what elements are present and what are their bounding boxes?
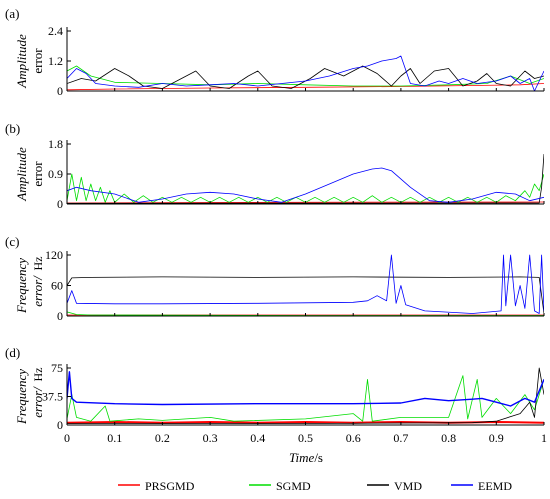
y-tick-label: 2.4 bbox=[48, 24, 63, 38]
x-tick-label: 0 bbox=[64, 431, 70, 445]
y-tick-label: 120 bbox=[45, 248, 63, 262]
x-tick-label: 0.4 bbox=[250, 431, 265, 445]
panel-tag: (c) bbox=[5, 234, 19, 249]
y-axis-label: Amplitude error bbox=[14, 147, 45, 202]
y-label-sub: error/ bbox=[30, 275, 45, 307]
y-label-unit: Hz bbox=[31, 257, 45, 271]
series-vmd-line bbox=[67, 65, 544, 89]
series-sgmd-line bbox=[67, 173, 544, 203]
series-eemd-line bbox=[67, 55, 544, 92]
y-tick-label: 37.5 bbox=[42, 390, 63, 404]
series-sgmd-line bbox=[67, 375, 544, 422]
legend-item-prsgmd: PRSGMD bbox=[118, 479, 195, 493]
y-axis-label: Frequency error/Hz bbox=[14, 368, 45, 426]
legend-label: SGMD bbox=[276, 479, 311, 493]
y-tick-label: 0.9 bbox=[48, 167, 63, 181]
series-vmd-line bbox=[67, 367, 544, 424]
panel-d: (d) 0 37.5 75 Frequency error/Hz bbox=[5, 345, 545, 432]
x-title-main: Time bbox=[289, 450, 315, 465]
x-tick-label: 0.1 bbox=[107, 431, 122, 445]
legend-item-eemd: EEMD bbox=[451, 479, 512, 493]
x-axis: 0 0.1 0.2 0.3 0.4 0.5 0.6 0.7 0.8 0.9 1 Time/s bbox=[64, 431, 547, 465]
y-label-unit: Hz bbox=[31, 368, 45, 382]
y-label-main: Amplitude bbox=[14, 147, 29, 202]
series-vmd-line bbox=[67, 153, 544, 204]
x-tick-label: 0.8 bbox=[441, 431, 456, 445]
series-eemd-line bbox=[67, 254, 544, 314]
panel-tag: (b) bbox=[5, 121, 20, 136]
y-tick-label: 60 bbox=[51, 279, 63, 293]
y-label-main: Frequency bbox=[14, 258, 29, 314]
legend-item-vmd: VMD bbox=[367, 479, 422, 493]
y-label-main: Frequency bbox=[14, 369, 29, 425]
y-label-sub: error/ bbox=[30, 386, 45, 418]
y-label-sub: error bbox=[30, 161, 45, 187]
y-label-sub: error bbox=[30, 48, 45, 74]
x-tick-label: 0.7 bbox=[393, 431, 408, 445]
y-tick-label: 1.2 bbox=[48, 54, 63, 68]
series-eemd-line bbox=[67, 167, 544, 203]
y-tick-label: 0 bbox=[57, 309, 63, 323]
series-eemd-line bbox=[67, 371, 544, 407]
panel-tag: (a) bbox=[5, 6, 19, 21]
y-tick-label: 0 bbox=[57, 418, 63, 432]
legend: PRSGMD SGMD VMD EEMD bbox=[118, 479, 512, 493]
panel-tag: (d) bbox=[5, 345, 20, 360]
y-tick-label: 0 bbox=[57, 197, 63, 211]
legend-label: PRSGMD bbox=[145, 479, 195, 493]
x-tick-label: 0.9 bbox=[489, 431, 504, 445]
y-label-main: Amplitude bbox=[14, 34, 29, 89]
x-tick-label: 0.2 bbox=[155, 431, 170, 445]
y-tick-label: 0 bbox=[57, 84, 63, 98]
y-axis-label: Amplitude error bbox=[14, 34, 45, 89]
x-title-unit: /s bbox=[314, 450, 323, 465]
y-tick-label: 1.8 bbox=[48, 137, 63, 151]
x-tick-label: 0.3 bbox=[203, 431, 218, 445]
x-tick-label: 0.6 bbox=[346, 431, 361, 445]
x-tick-label: 1 bbox=[541, 431, 547, 445]
legend-label: EEMD bbox=[478, 479, 512, 493]
x-axis-title: Time/s bbox=[289, 450, 323, 465]
x-tick-label: 0.5 bbox=[298, 431, 313, 445]
series-vmd-line bbox=[67, 276, 544, 314]
y-tick-label: 75 bbox=[51, 361, 63, 375]
legend-label: VMD bbox=[394, 479, 422, 493]
legend-item-sgmd: SGMD bbox=[249, 479, 311, 493]
y-axis-label: Frequency error/Hz bbox=[14, 257, 45, 315]
